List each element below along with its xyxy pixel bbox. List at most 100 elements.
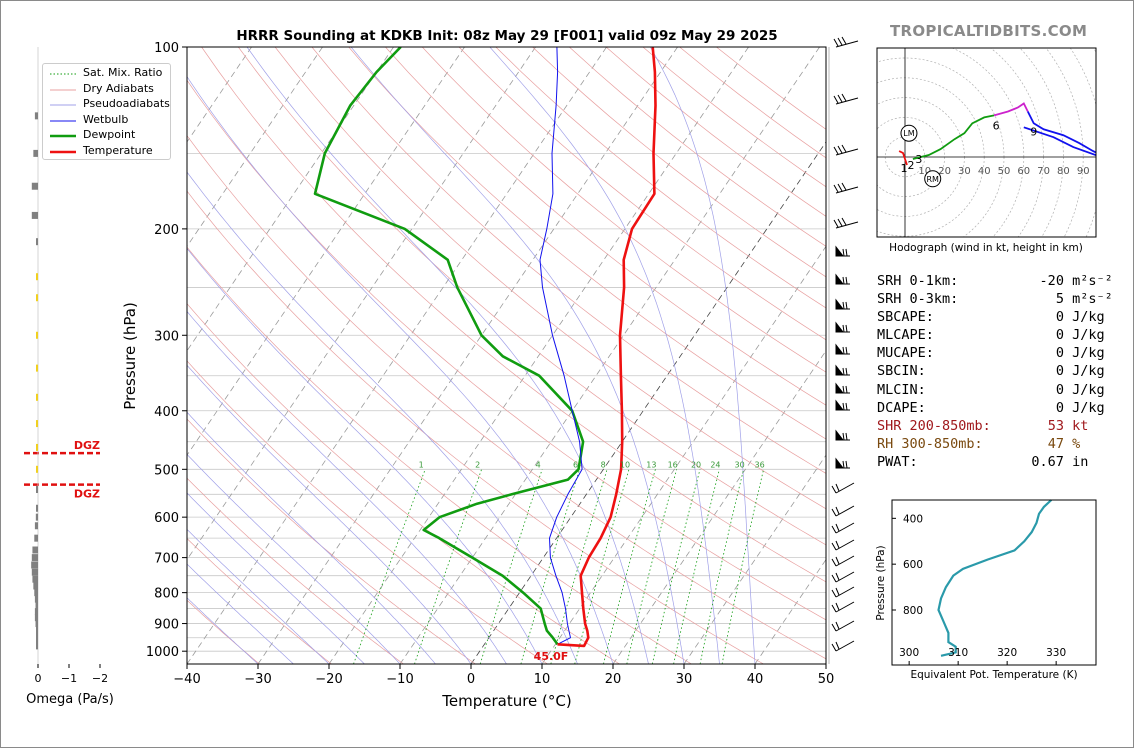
param-value: 0: [925, 363, 1064, 380]
dry-adiabat: [187, 303, 620, 664]
wind-barb-feather: [842, 346, 848, 355]
param-label: SBCAPE:: [877, 309, 934, 326]
dgz-label: DGZ: [74, 488, 100, 501]
mixing-ratio-line: [603, 469, 656, 664]
wind-barb-feather: [842, 460, 848, 469]
omega-bar: [36, 273, 38, 281]
wind-barb: [835, 364, 850, 376]
sounding-parameters: SRH 0-1km: -20 m²s⁻² SRH 0-3km: 5 m²s⁻² SB…: [877, 272, 1117, 471]
y-tick-label: 100: [154, 41, 179, 56]
mixing-ratio-line: [673, 469, 720, 664]
omega-bar: [31, 182, 38, 190]
dry-adiabat: [458, 47, 826, 341]
omega-bar: [32, 546, 38, 554]
omega-bar: [34, 595, 38, 603]
omega-bar: [31, 554, 38, 562]
pseudoadiabat: [489, 47, 720, 664]
param-row: SBCIN: 0 J/kg: [877, 362, 1117, 380]
dry-adiabat: [274, 47, 826, 510]
param-unit: m²s⁻²: [1063, 273, 1113, 289]
param-label: SRH 0-1km:: [877, 273, 959, 289]
isotherm-line: [187, 47, 607, 664]
pseudoadiabat: [187, 364, 472, 664]
omega-bar: [33, 149, 38, 157]
dry-adiabat: [187, 190, 764, 664]
omega-bar: [34, 589, 38, 597]
wind-barb-feather: [842, 432, 848, 441]
param-row: SBCAPE: 0 J/kg: [877, 308, 1117, 326]
pseudoadiabat: [350, 47, 685, 664]
omega-bar: [36, 631, 38, 639]
omega-panel: 0 −1 −2: [31, 47, 108, 685]
isotherm-line: [399, 47, 820, 664]
param-value: 5: [958, 291, 1064, 308]
param-label: RH 300-850mb:: [877, 435, 983, 452]
wind-barb: [835, 457, 850, 469]
pseudoadiabat: [187, 411, 436, 664]
mixing-ratio-line: [550, 469, 608, 664]
chart-title: HRRR Sounding at KDKB Init: 08z May 29 […: [236, 28, 777, 44]
wind-barb: [831, 482, 855, 494]
omega-bar: [36, 443, 38, 451]
omega-bar: [32, 575, 38, 583]
omega-bar: [36, 420, 38, 428]
isotherm-line: [187, 47, 323, 248]
isotherm-line: [683, 454, 826, 664]
param-unit: J/kg: [1063, 381, 1105, 398]
omega-bar: [35, 620, 38, 628]
pseudoadiabat: [187, 563, 294, 664]
mixing-ratio-line: [699, 469, 744, 664]
wind-barb: [835, 298, 850, 310]
pseudoadiabat: [187, 171, 578, 664]
omega-bar: [36, 504, 38, 512]
pseudoadiabat: [187, 597, 259, 664]
wind-barb: [835, 343, 850, 355]
param-unit: J/kg: [1063, 345, 1105, 362]
param-unit: J/kg: [1063, 309, 1105, 326]
param-value: 0: [925, 381, 1064, 398]
omega-bar: [34, 522, 38, 530]
x-axis-label: Temperature (°C): [441, 692, 571, 710]
isotherm-line: [541, 245, 826, 664]
omega-bar: [34, 112, 38, 120]
series-wetbulb: [539, 47, 583, 645]
isotherm-line: [187, 47, 394, 352]
dry-adiabat: [187, 538, 332, 664]
param-value: 0.67: [917, 453, 1064, 470]
dry-adiabat: [187, 246, 692, 664]
wind-barb: [831, 555, 855, 567]
param-label: SHR 200-850mb:: [877, 417, 991, 434]
y-tick-label: 1000: [146, 645, 179, 660]
isotherm-line: [328, 47, 749, 664]
param-unit: kt: [1063, 417, 1089, 434]
dry-adiabat: [187, 599, 260, 664]
background-lines: [187, 47, 826, 664]
param-row: SRH 0-3km: 5 m²s⁻²: [877, 290, 1117, 308]
mixing-ratio-label: 16: [668, 460, 678, 469]
param-row: PWAT: 0.67 in: [877, 453, 1117, 471]
wind-barb: [831, 522, 855, 534]
wind-barb: [833, 217, 859, 229]
y-tick-label: 400: [154, 405, 179, 420]
x-tick-label: 0: [467, 672, 475, 687]
omega-bar: [36, 625, 38, 633]
pseudoadiabat: [246, 47, 649, 664]
dgz-label: DGZ: [74, 439, 100, 452]
x-tick-label: −20: [315, 672, 342, 687]
omega-bar: [35, 513, 38, 521]
wind-barb-feather: [842, 402, 848, 411]
param-row: RH 300-850mb: 47 %: [877, 435, 1117, 453]
y-tick-label: 800: [154, 587, 179, 602]
mixing-ratio-line: [520, 469, 580, 664]
mixing-ratio-line: [651, 469, 701, 664]
pseudoadiabat: [187, 310, 507, 664]
pseudoadiabat: [187, 492, 365, 664]
wind-barb-feather: [842, 367, 848, 376]
x-tick-label: 20: [605, 672, 622, 687]
wind-barb: [835, 429, 850, 441]
omega-axis-label: Omega (Pa/s): [26, 692, 114, 707]
wind-barb: [831, 586, 855, 598]
param-value: 0: [933, 345, 1064, 362]
